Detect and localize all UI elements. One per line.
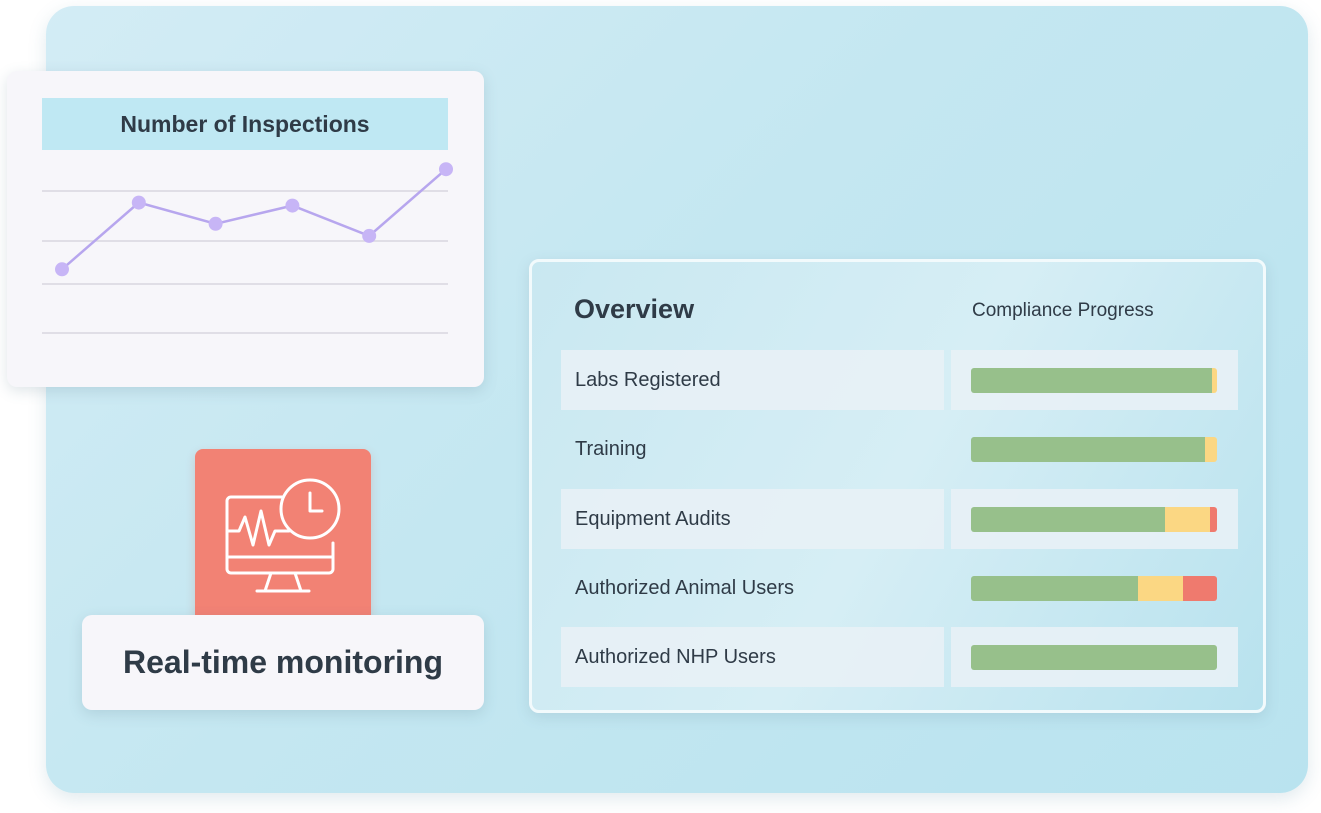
progress-segment-red [1182,576,1217,601]
progress-segment-red [1209,507,1217,532]
row-progress-authorized-nhp-users [951,627,1238,687]
row-progress-equipment-audits [951,489,1238,549]
monitor-tile [195,449,371,623]
inspections-chart-card: Number of Inspections [7,71,484,387]
compliance-progress-heading: Compliance Progress [972,300,1154,321]
realtime-monitoring-label: Real-time monitoring [82,615,484,710]
overview-title: Overview [574,294,695,324]
data-point [285,198,300,213]
row-label-authorized-animal-users: Authorized Animal Users [575,576,794,599]
row-progress-authorized-animal-users [951,558,1238,618]
progress-segment-green [971,437,1205,462]
progress-bar [971,507,1217,532]
data-point [131,195,146,210]
data-point [208,216,223,231]
progress-bar [971,437,1217,462]
progress-bar [971,576,1217,601]
data-point [362,228,377,243]
progress-bar [971,368,1217,393]
row-progress-training [951,419,1238,479]
progress-segment-green [971,576,1139,601]
progress-segment-green [971,368,1213,393]
overview-card: Overview Compliance Progress Labs Regist… [529,259,1266,713]
row-label-labs-registered: Labs Registered [561,350,944,410]
progress-bar [971,645,1217,670]
data-point [439,162,453,177]
series-line [61,168,447,271]
row-label-authorized-nhp-users: Authorized NHP Users [561,627,944,687]
inspections-line-chart [42,162,453,334]
progress-segment-green [971,645,1217,670]
progress-segment-yellow [1165,507,1210,532]
progress-segment-yellow [1138,576,1183,601]
monitor-clock-icon [225,478,341,593]
progress-segment-yellow [1204,437,1217,462]
chart-title: Number of Inspections [42,98,448,150]
row-label-equipment-audits: Equipment Audits [561,489,944,549]
row-progress-labs-registered [951,350,1238,410]
progress-segment-yellow [1212,368,1217,393]
progress-segment-green [971,507,1166,532]
data-point [55,262,69,277]
row-label-training: Training [575,437,647,460]
